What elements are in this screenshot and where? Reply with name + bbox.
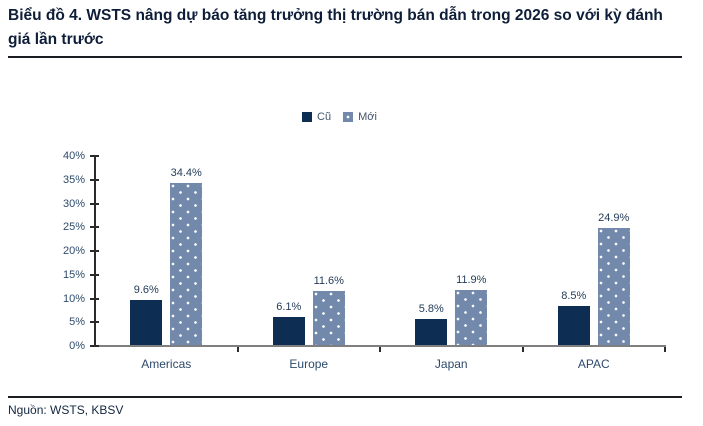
bar-wrap: 34.4% [170,156,203,346]
x-tick-mark [379,347,381,352]
bar-wrap: 8.5% [557,156,590,346]
bar-wrap: 24.9% [597,156,630,346]
y-tick-mark [90,250,99,252]
y-tick-mark [90,297,99,300]
bar-series-1 [312,290,345,346]
legend-label-new: Mới [358,111,377,123]
y-tick-mark [90,273,99,276]
legend-swatch-old [302,112,313,122]
bar-series-0 [130,300,163,346]
y-tick-label: 35% [62,173,85,186]
x-tick-mark [236,347,239,352]
y-tick-label: 10% [62,292,85,305]
bar-group: 8.5% 24.9% [523,156,666,346]
bar-value-label: 9.6% [133,284,159,297]
category-labels: Americas Europe Japan APAC [95,357,665,371]
chart-title: Biểu đồ 4. WSTS nâng dự báo tăng trưởng … [8,7,663,48]
footer-rule [8,396,682,398]
source-note: Nguồn: WSTS, KBSV [8,403,124,417]
legend-item-new: Mới [343,111,377,123]
y-tick-label: 15% [62,268,85,281]
y-tick-label: 25% [62,221,85,234]
x-tick-mark [664,347,666,352]
y-tick-mark [90,202,99,205]
legend-swatch-new [343,112,354,122]
plot-area: 9.6% 34.4% 6.1% 11.6% 5.8% 11.9% 8.5% 24.9% 0% 5… [63,150,666,352]
bar-group: 6.1% 11.6% [238,156,381,346]
bar-series-0 [272,317,305,346]
bar-wrap: 11.9% [455,156,488,346]
bar-wrap: 6.1% [272,156,305,346]
bar-series-0 [557,305,590,346]
category-label: Americas [141,357,192,371]
legend-label-old: Cũ [317,111,332,123]
bar-value-label: 5.8% [418,302,444,315]
bar-series-1 [597,227,630,346]
y-tick-label: 5% [69,316,85,329]
y-tick-mark [90,178,99,181]
bar-value-label: 11.9% [456,273,487,286]
y-tick-label: 40% [62,150,85,162]
bar-series-0 [415,318,448,346]
bar-wrap: 11.6% [312,156,345,346]
bar-value-label: 24.9% [598,211,630,224]
bar-series-1 [455,289,488,346]
x-axis-line [95,345,666,347]
category-label: APAC [577,357,610,371]
y-tick-mark [90,155,99,157]
bar-value-label: 11.6% [313,274,344,287]
bar-group: 9.6% 34.4% [95,156,238,346]
y-tick-mark [90,345,99,347]
category-label: Europe [289,357,329,371]
bar-value-label: 34.4% [170,166,202,179]
legend-item-old: Cũ [302,111,331,123]
bar-group: 5.8% 11.9% [380,156,523,346]
title-rule [8,56,682,58]
bar-wrap: 9.6% [130,156,163,346]
y-tick-mark [90,321,99,324]
bar-series-1 [170,182,203,346]
bar-groups: 9.6% 34.4% 6.1% 11.6% 5.8% 11.9% 8.5% 24.9% [95,156,665,346]
y-tick-label: 30% [62,197,85,210]
y-tick-mark [90,226,99,229]
x-tick-mark [521,347,524,352]
bar-value-label: 6.1% [276,301,302,313]
y-tick-label: 20% [62,245,85,257]
bar-value-label: 8.5% [561,289,587,302]
y-tick-label: 0% [69,340,85,352]
category-label: Japan [434,357,468,371]
legend: Cũ Mới [0,110,691,124]
bar-wrap: 5.8% [415,156,448,346]
